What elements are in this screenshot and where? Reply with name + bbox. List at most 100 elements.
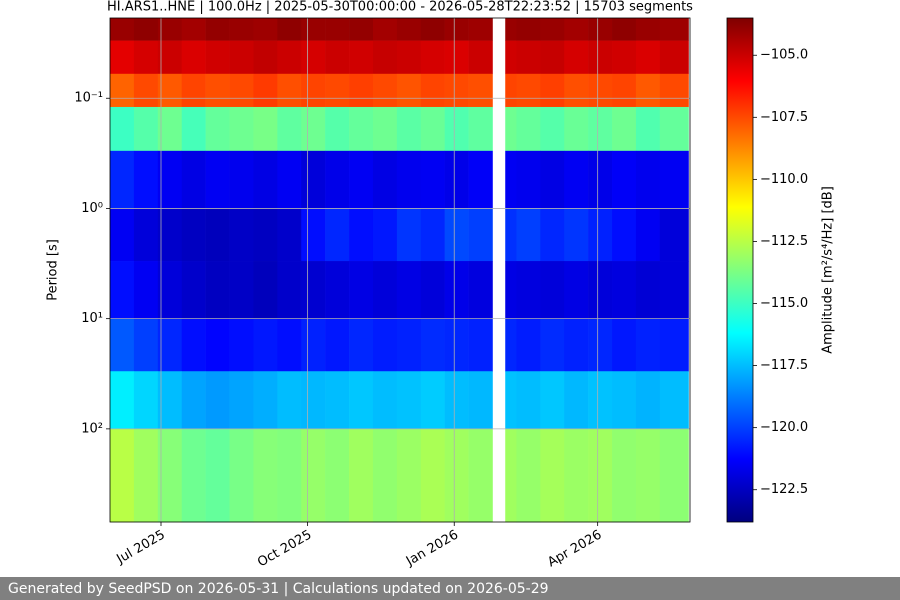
heatmap-cell xyxy=(396,318,422,372)
heatmap-cell xyxy=(157,371,183,430)
heatmap-cell xyxy=(505,150,517,209)
heatmap-cell xyxy=(396,73,422,108)
heatmap-cell xyxy=(516,261,541,319)
heatmap-cell xyxy=(659,150,689,209)
colorbar-label: Amplitude [m²/s⁴/Hz] [dB] xyxy=(821,186,836,354)
heatmap-cell xyxy=(659,40,689,75)
heatmap-cell xyxy=(588,106,613,152)
heatmap-cell xyxy=(277,73,302,108)
heatmap-cell xyxy=(325,73,350,108)
heatmap-cell xyxy=(468,40,493,75)
heatmap-cell xyxy=(277,150,302,209)
y-tick-label: 10⁰ xyxy=(81,201,103,216)
heatmap-cell xyxy=(349,18,374,41)
heatmap-cell xyxy=(229,208,254,262)
heatmap-cell xyxy=(420,208,445,262)
heatmap-cell xyxy=(253,40,278,75)
heatmap-cell xyxy=(325,150,350,209)
heatmap-cell xyxy=(444,371,469,430)
heatmap-cell xyxy=(588,261,613,319)
heatmap-cell xyxy=(325,208,350,262)
heatmap-cell xyxy=(181,318,206,372)
heatmap-cell xyxy=(396,428,422,523)
heatmap-cell xyxy=(635,371,661,430)
heatmap-cell xyxy=(635,106,661,152)
heatmap-cell xyxy=(516,208,541,262)
heatmap-cell xyxy=(110,18,135,41)
heatmap-cell xyxy=(420,106,445,152)
heatmap-cell xyxy=(659,106,689,152)
heatmap-cell xyxy=(612,73,637,108)
heatmap-cell xyxy=(110,371,135,430)
heatmap-cell xyxy=(540,40,565,75)
heatmap-cell xyxy=(253,318,278,372)
heatmap-cell xyxy=(635,73,661,108)
heatmap-cell xyxy=(372,150,398,209)
heatmap-cell xyxy=(540,150,565,209)
heatmap-cell xyxy=(468,318,493,372)
heatmap-cell xyxy=(505,428,517,523)
heatmap-cell xyxy=(253,261,278,319)
heatmap-cell xyxy=(181,18,206,41)
heatmap-cell xyxy=(540,73,565,108)
heatmap-cell xyxy=(133,208,159,262)
heatmap-cell xyxy=(659,371,689,430)
heatmap-cell xyxy=(229,371,254,430)
heatmap-cell xyxy=(588,40,613,75)
heatmap-cell xyxy=(564,318,589,372)
heatmap-cell xyxy=(372,261,398,319)
heatmap-cell xyxy=(277,318,302,372)
heatmap-cell xyxy=(516,18,541,41)
heatmap-cell xyxy=(181,40,206,75)
heatmap-cell xyxy=(564,208,589,262)
colorbar-tick-label: −107.5 xyxy=(760,110,808,125)
heatmap-cell xyxy=(349,208,374,262)
heatmap-cell xyxy=(505,318,517,372)
heatmap-cell xyxy=(229,73,254,108)
colorbar-tick-label: −105.0 xyxy=(760,48,808,63)
heatmap-cell xyxy=(205,150,230,209)
heatmap-cell xyxy=(253,371,278,430)
heatmap-cell xyxy=(229,106,254,152)
heatmap-cell xyxy=(205,428,230,523)
heatmap-cell xyxy=(444,261,469,319)
heatmap-cell xyxy=(325,18,350,41)
heatmap-cell xyxy=(301,318,326,372)
heatmap-cell xyxy=(277,40,302,75)
heatmap-cell xyxy=(133,428,159,523)
heatmap-cell xyxy=(133,18,159,41)
heatmap-cell xyxy=(635,18,661,41)
heatmap-cell xyxy=(516,428,541,523)
heatmap-cell xyxy=(420,428,445,523)
heatmap-cell xyxy=(540,371,565,430)
heatmap-cell xyxy=(564,18,589,41)
heatmap-cell xyxy=(133,371,159,430)
heatmap-cell xyxy=(564,261,589,319)
heatmap-cell xyxy=(540,428,565,523)
heatmap-cell xyxy=(229,18,254,41)
heatmap-cell xyxy=(301,73,326,108)
heatmap-cell xyxy=(277,208,302,262)
heatmap-cell xyxy=(505,371,517,430)
colorbar-tick-label: −117.5 xyxy=(760,358,808,373)
heatmap-cell xyxy=(205,371,230,430)
heatmap-cell xyxy=(301,371,326,430)
heatmap-cell xyxy=(540,208,565,262)
heatmap-cell xyxy=(349,106,374,152)
heatmap-cell xyxy=(205,318,230,372)
heatmap-cell xyxy=(516,150,541,209)
heatmap-cell xyxy=(540,106,565,152)
heatmap-cell xyxy=(468,208,493,262)
heatmap-cell xyxy=(659,73,689,108)
heatmap-cell xyxy=(396,208,422,262)
heatmap-cell xyxy=(372,73,398,108)
heatmap-cell xyxy=(516,40,541,75)
heatmap-cell xyxy=(349,73,374,108)
heatmap-cell xyxy=(420,371,445,430)
heatmap-cell xyxy=(420,318,445,372)
heatmap-cell xyxy=(516,371,541,430)
heatmap-cell xyxy=(110,208,135,262)
heatmap-cell xyxy=(659,18,689,41)
heatmap-cell xyxy=(612,428,637,523)
heatmap-cell xyxy=(205,106,230,152)
